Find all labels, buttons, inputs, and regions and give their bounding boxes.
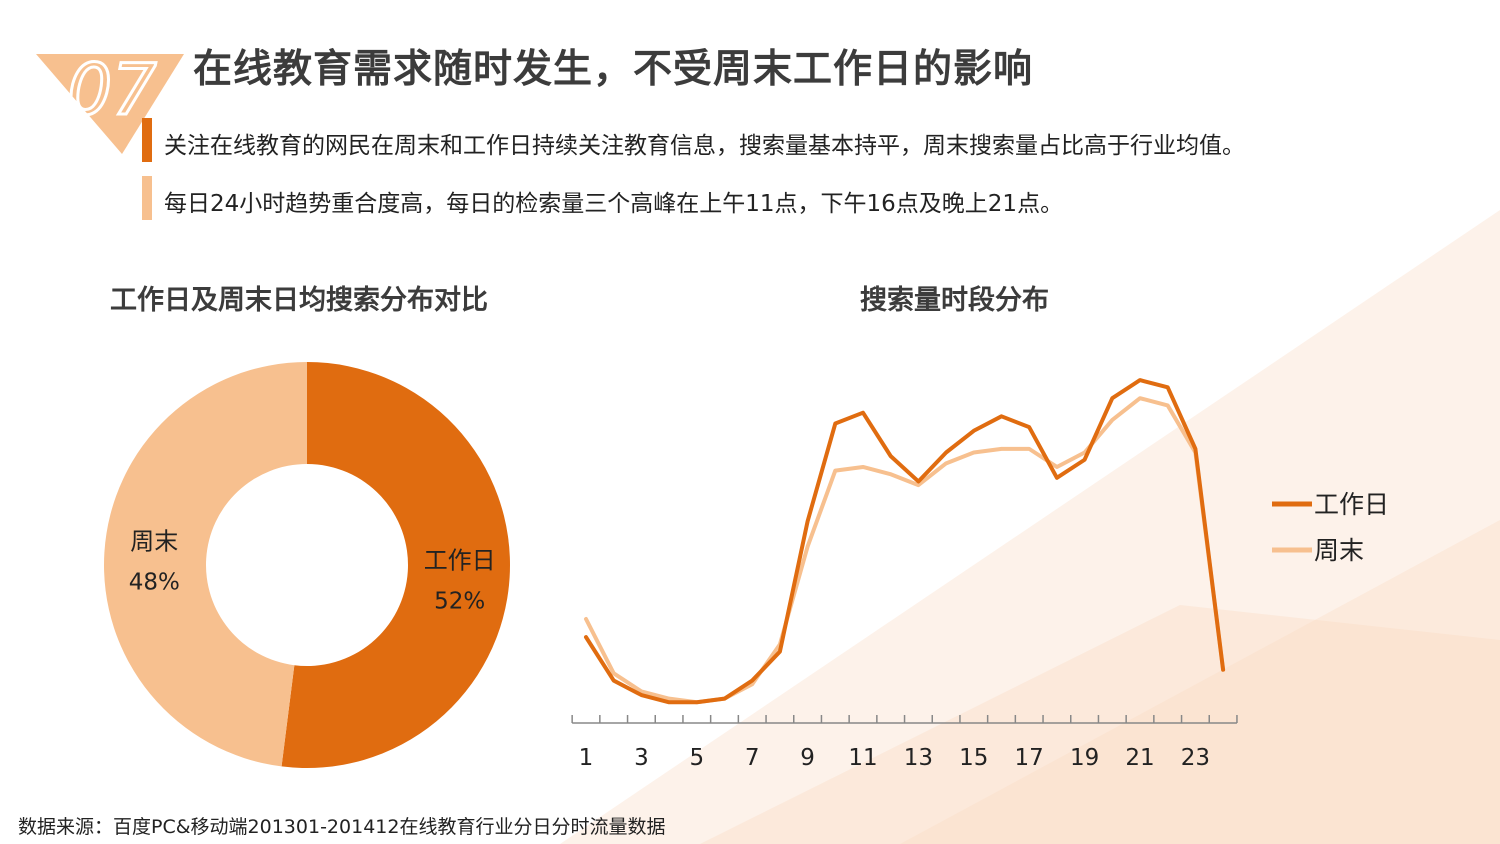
x-axis: 1 3 5 7 9 11 13 15 17 19 21 23 (571, 715, 1238, 771)
x-tick-label: 13 (904, 745, 933, 771)
x-tick-label: 11 (848, 745, 877, 771)
x-tick-label: 7 (745, 745, 760, 771)
series-line-0 (584, 378, 1226, 705)
donut-slice-1 (103, 362, 308, 767)
donut-label-0: 工作日 (424, 547, 496, 575)
x-tick-label: 1 (579, 745, 594, 771)
page-title: 在线教育需求随时发生，不受周末工作日的影响 (193, 47, 1034, 92)
x-tick-label: 17 (1015, 745, 1044, 771)
donut-slices (103, 362, 510, 768)
donut-pct-1: 48% (129, 569, 180, 595)
legend-label-1: 周末 (1314, 536, 1364, 565)
bullet-bar-dark (142, 118, 152, 162)
data-source-note: 数据来源：百度PC&移动端201301-201412在线教育行业分日分时流量数据 (18, 816, 666, 838)
x-tick-label: 5 (689, 745, 704, 771)
x-tick-label: 3 (634, 745, 649, 771)
line-series (584, 378, 1226, 705)
donut-label-1: 周末 (130, 527, 178, 555)
badge-triangle (36, 54, 184, 154)
x-tick-label: 23 (1181, 745, 1210, 771)
bullet-item-1: 关注在线教育的网民在周末和工作日持续关注教育信息，搜索量基本持平，周末搜索量占比… (142, 118, 1462, 162)
x-tick-label: 15 (959, 745, 988, 771)
line-chart-title: 搜索量时段分布 (860, 285, 1049, 316)
x-tick-label: 19 (1070, 745, 1099, 771)
donut-pct-0: 52% (434, 589, 485, 615)
donut-chart: 工作日 52% 周末 48% (103, 362, 510, 768)
bullet-text-1: 关注在线教育的网民在周末和工作日持续关注教育信息，搜索量基本持平，周末搜索量占比… (164, 133, 1245, 159)
donut-slice-0 (281, 362, 510, 768)
bullet-bar-light (142, 176, 152, 220)
bullet-text-2: 每日24小时趋势重合度高，每日的检索量三个高峰在上午11点，下午16点及晚上21… (164, 191, 1064, 217)
bullet-item-2: 每日24小时趋势重合度高，每日的检索量三个高峰在上午11点，下午16点及晚上21… (142, 176, 1462, 220)
donut-chart-title: 工作日及周末日均搜索分布对比 (110, 285, 488, 316)
x-tick-label: 9 (800, 745, 815, 771)
donut-labels: 工作日 52% 周末 48% (129, 527, 496, 614)
x-tick-label: 21 (1125, 745, 1154, 771)
legend-label-0: 工作日 (1314, 490, 1389, 519)
series-line-1 (584, 396, 1226, 705)
